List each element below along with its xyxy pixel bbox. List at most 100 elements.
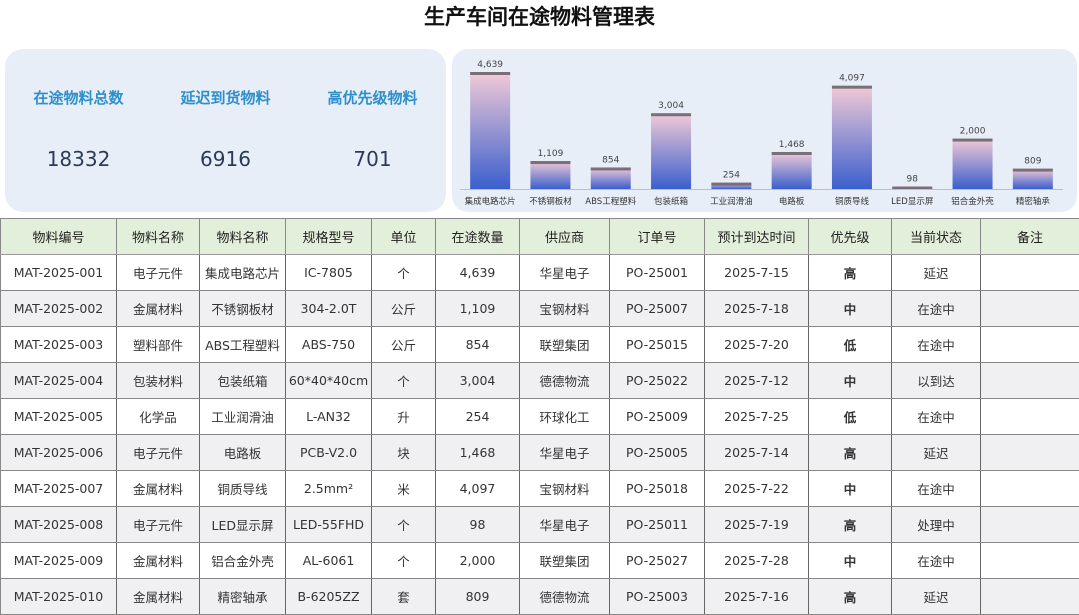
table-cell[interactable]: 1,109 bbox=[436, 291, 520, 327]
priority-cell[interactable]: 高 bbox=[809, 507, 892, 543]
table-cell[interactable]: MAT-2025-001 bbox=[1, 255, 117, 291]
table-cell[interactable]: 电子元件 bbox=[117, 507, 200, 543]
table-cell[interactable]: 电路板 bbox=[200, 435, 286, 471]
table-cell[interactable]: 304-2.0T bbox=[286, 291, 372, 327]
table-cell[interactable]: 块 bbox=[372, 435, 436, 471]
table-cell[interactable]: 2025-7-28 bbox=[705, 543, 809, 579]
status-cell[interactable]: 在途中 bbox=[892, 291, 981, 327]
table-cell[interactable]: 铜质导线 bbox=[200, 471, 286, 507]
column-header[interactable]: 物料编号 bbox=[1, 219, 117, 255]
table-cell[interactable]: 化学品 bbox=[117, 399, 200, 435]
table-cell[interactable]: 联塑集团 bbox=[520, 327, 610, 363]
column-header[interactable]: 优先级 bbox=[809, 219, 892, 255]
table-cell[interactable]: 2025-7-15 bbox=[705, 255, 809, 291]
table-cell[interactable]: 宝钢材料 bbox=[520, 291, 610, 327]
table-cell[interactable]: PO-25018 bbox=[610, 471, 705, 507]
table-cell[interactable]: 电子元件 bbox=[117, 435, 200, 471]
table-cell[interactable]: 套 bbox=[372, 579, 436, 615]
table-cell[interactable]: 254 bbox=[436, 399, 520, 435]
table-cell[interactable]: MAT-2025-005 bbox=[1, 399, 117, 435]
table-cell[interactable]: 塑料部件 bbox=[117, 327, 200, 363]
table-cell[interactable]: MAT-2025-009 bbox=[1, 543, 117, 579]
table-cell[interactable]: 不锈钢板材 bbox=[200, 291, 286, 327]
priority-cell[interactable]: 中 bbox=[809, 543, 892, 579]
status-cell[interactable]: 在途中 bbox=[892, 471, 981, 507]
column-header[interactable]: 供应商 bbox=[520, 219, 610, 255]
table-cell[interactable]: MAT-2025-008 bbox=[1, 507, 117, 543]
table-cell[interactable]: 2025-7-19 bbox=[705, 507, 809, 543]
table-cell[interactable]: 个 bbox=[372, 255, 436, 291]
table-cell[interactable]: ABS-750 bbox=[286, 327, 372, 363]
table-cell[interactable]: 个 bbox=[372, 507, 436, 543]
table-cell[interactable] bbox=[981, 471, 1079, 507]
table-cell[interactable]: 854 bbox=[436, 327, 520, 363]
table-cell[interactable]: PO-25011 bbox=[610, 507, 705, 543]
table-cell[interactable]: 宝钢材料 bbox=[520, 471, 610, 507]
priority-cell[interactable]: 高 bbox=[809, 255, 892, 291]
column-header[interactable]: 物料名称 bbox=[117, 219, 200, 255]
priority-cell[interactable]: 低 bbox=[809, 327, 892, 363]
table-cell[interactable]: 金属材料 bbox=[117, 543, 200, 579]
table-cell[interactable]: PO-25022 bbox=[610, 363, 705, 399]
table-cell[interactable]: 德德物流 bbox=[520, 579, 610, 615]
table-cell[interactable]: PO-25003 bbox=[610, 579, 705, 615]
table-cell[interactable]: 联塑集团 bbox=[520, 543, 610, 579]
priority-cell[interactable]: 高 bbox=[809, 579, 892, 615]
table-cell[interactable]: 个 bbox=[372, 543, 436, 579]
table-cell[interactable]: MAT-2025-003 bbox=[1, 327, 117, 363]
table-cell[interactable]: 2025-7-18 bbox=[705, 291, 809, 327]
table-cell[interactable]: MAT-2025-010 bbox=[1, 579, 117, 615]
table-cell[interactable] bbox=[981, 363, 1079, 399]
table-cell[interactable]: 金属材料 bbox=[117, 471, 200, 507]
table-cell[interactable]: IC-7805 bbox=[286, 255, 372, 291]
table-cell[interactable]: 电子元件 bbox=[117, 255, 200, 291]
table-cell[interactable]: 金属材料 bbox=[117, 579, 200, 615]
column-header[interactable]: 在途数量 bbox=[436, 219, 520, 255]
table-cell[interactable]: PCB-V2.0 bbox=[286, 435, 372, 471]
status-cell[interactable]: 在途中 bbox=[892, 399, 981, 435]
column-header[interactable]: 备注 bbox=[981, 219, 1079, 255]
table-cell[interactable] bbox=[981, 291, 1079, 327]
table-cell[interactable]: PO-25001 bbox=[610, 255, 705, 291]
table-cell[interactable]: PO-25015 bbox=[610, 327, 705, 363]
table-cell[interactable]: LED显示屏 bbox=[200, 507, 286, 543]
priority-cell[interactable]: 中 bbox=[809, 363, 892, 399]
table-cell[interactable] bbox=[981, 435, 1079, 471]
table-cell[interactable]: MAT-2025-004 bbox=[1, 363, 117, 399]
table-cell[interactable] bbox=[981, 507, 1079, 543]
table-cell[interactable]: PO-25027 bbox=[610, 543, 705, 579]
table-cell[interactable]: 2025-7-25 bbox=[705, 399, 809, 435]
table-cell[interactable]: MAT-2025-006 bbox=[1, 435, 117, 471]
table-cell[interactable]: 环球化工 bbox=[520, 399, 610, 435]
table-cell[interactable]: L-AN32 bbox=[286, 399, 372, 435]
table-cell[interactable]: 4,097 bbox=[436, 471, 520, 507]
table-cell[interactable]: 升 bbox=[372, 399, 436, 435]
table-cell[interactable]: 工业润滑油 bbox=[200, 399, 286, 435]
priority-cell[interactable]: 中 bbox=[809, 471, 892, 507]
table-cell[interactable]: 2025-7-22 bbox=[705, 471, 809, 507]
column-header[interactable]: 物料名称 bbox=[200, 219, 286, 255]
table-cell[interactable]: 铝合金外壳 bbox=[200, 543, 286, 579]
column-header[interactable]: 订单号 bbox=[610, 219, 705, 255]
status-cell[interactable]: 以到达 bbox=[892, 363, 981, 399]
table-cell[interactable]: 2025-7-12 bbox=[705, 363, 809, 399]
table-cell[interactable]: 2,000 bbox=[436, 543, 520, 579]
table-cell[interactable]: 2.5mm² bbox=[286, 471, 372, 507]
status-cell[interactable]: 在途中 bbox=[892, 543, 981, 579]
table-cell[interactable]: 60*40*40cm bbox=[286, 363, 372, 399]
table-cell[interactable]: 4,639 bbox=[436, 255, 520, 291]
table-cell[interactable]: 集成电路芯片 bbox=[200, 255, 286, 291]
table-cell[interactable]: 华星电子 bbox=[520, 435, 610, 471]
table-cell[interactable]: PO-25005 bbox=[610, 435, 705, 471]
table-cell[interactable]: 3,004 bbox=[436, 363, 520, 399]
column-header[interactable]: 规格型号 bbox=[286, 219, 372, 255]
table-cell[interactable] bbox=[981, 255, 1079, 291]
table-cell[interactable]: LED-55FHD bbox=[286, 507, 372, 543]
table-cell[interactable] bbox=[981, 327, 1079, 363]
column-header[interactable]: 预计到达时间 bbox=[705, 219, 809, 255]
priority-cell[interactable]: 高 bbox=[809, 435, 892, 471]
table-cell[interactable]: MAT-2025-007 bbox=[1, 471, 117, 507]
table-cell[interactable]: 公斤 bbox=[372, 327, 436, 363]
status-cell[interactable]: 延迟 bbox=[892, 579, 981, 615]
table-cell[interactable]: B-6205ZZ bbox=[286, 579, 372, 615]
